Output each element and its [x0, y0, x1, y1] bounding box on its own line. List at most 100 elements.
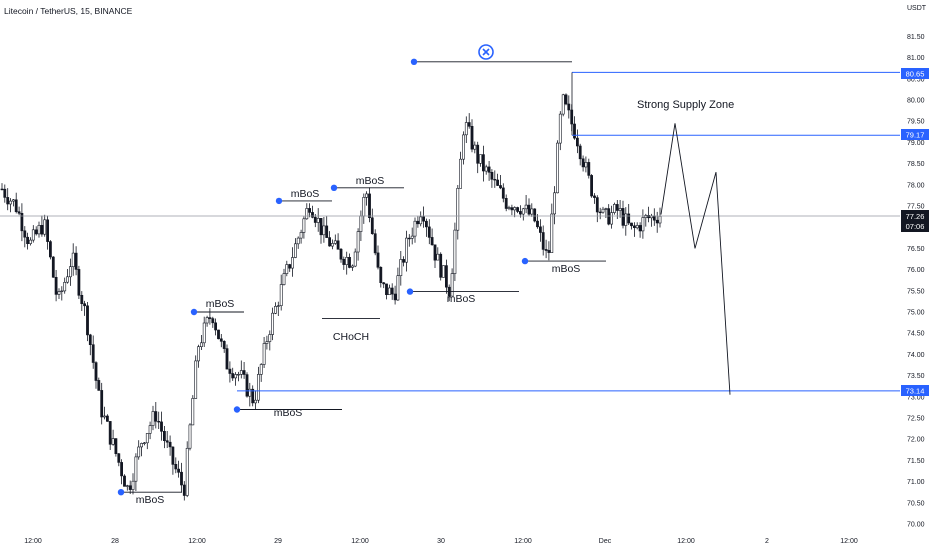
candle-body [550, 213, 554, 254]
candle-body [473, 144, 477, 150]
y-tick-label: 79.50 [907, 119, 925, 126]
candle-body [165, 440, 169, 443]
mbos-marker[interactable] [275, 197, 283, 205]
y-tick-label: 77.50 [907, 204, 925, 211]
candle-body [137, 446, 141, 458]
candle-body [31, 229, 35, 241]
candle-body [345, 256, 349, 265]
mbos-label: mBoS [552, 263, 581, 275]
candle-body [481, 154, 485, 172]
candle-body [561, 94, 565, 115]
candle-body [322, 225, 326, 236]
candle-body [20, 213, 24, 232]
price-label-level-mid-text: 79.17 [906, 131, 925, 140]
x-tick-label: 12:00 [677, 538, 695, 545]
projection-line[interactable] [660, 123, 731, 395]
y-tick-label: 71.50 [907, 458, 925, 465]
mbos-marker[interactable] [190, 308, 198, 316]
candle-body [66, 276, 69, 283]
candle-body [368, 193, 371, 218]
candle-body [134, 456, 138, 482]
candle-body [427, 226, 431, 238]
candle-body [564, 94, 568, 105]
candle-body [536, 220, 539, 228]
candle-body [464, 122, 468, 136]
y-tick-label: 80.00 [907, 98, 925, 105]
candle-body [291, 257, 294, 269]
candle-body [74, 252, 78, 270]
candle-body [262, 343, 266, 365]
mbos-marker[interactable] [521, 257, 529, 265]
y-tick-label: 72.50 [907, 416, 925, 423]
mbos-marker[interactable] [330, 184, 338, 191]
candle-body [282, 273, 286, 285]
invalidation-marker[interactable] [410, 58, 418, 65]
candle-body [399, 259, 403, 276]
candle-body [547, 250, 551, 253]
candle-body [516, 207, 520, 212]
candle-body [302, 218, 306, 233]
candle-body [493, 179, 497, 181]
candle-body [462, 134, 465, 160]
candle-body [632, 225, 636, 229]
x-circle-icon[interactable] [478, 44, 494, 60]
candle-body [114, 438, 118, 455]
mbos-marker[interactable] [233, 406, 241, 413]
candle-body [191, 398, 195, 426]
candle-body [125, 485, 129, 487]
y-tick-label: 73.50 [907, 373, 925, 380]
candle-body [487, 166, 491, 173]
candle-body [251, 388, 255, 404]
candle-body [385, 283, 388, 295]
candle-body [160, 421, 163, 432]
candle-body [48, 241, 52, 258]
candle-body [279, 284, 283, 307]
candle-body [538, 226, 542, 233]
candle-body [131, 480, 135, 490]
x-tick-label: 28 [111, 538, 119, 545]
candle-body [575, 137, 579, 147]
candle-body [214, 322, 218, 331]
candle-body [94, 362, 98, 381]
candle-body [86, 305, 89, 336]
candle-body [424, 220, 428, 228]
currency-label: USDT [907, 5, 927, 12]
candle-body [103, 415, 106, 418]
candle-body [336, 240, 340, 250]
candle-body [46, 219, 50, 242]
x-tick-label: 12:00 [840, 538, 858, 545]
candle-body [644, 215, 648, 218]
time-axis[interactable]: 12:00 28 12:00 29 12:00 30 12:00 Dec 12:00 2 12:00 [24, 538, 858, 545]
x-tick-label: 30 [437, 538, 445, 545]
candle-body [274, 305, 277, 314]
candle-body [436, 253, 440, 261]
candle-body [553, 192, 557, 215]
candle-body [590, 175, 594, 197]
candle-body [362, 197, 366, 217]
mbos-label: mBoS [206, 298, 235, 310]
candle-body [34, 229, 38, 235]
supply-zone-label: Strong Supply Zone [637, 99, 734, 111]
candle-body [0, 188, 4, 191]
y-tick-label: 70.50 [907, 500, 925, 507]
candle-body [456, 188, 460, 231]
price-axis[interactable]: 81.50 81.00 80.50 80.00 79.50 79.00 78.50 78.00… [907, 34, 925, 529]
candle-body [647, 215, 651, 219]
y-tick-label: 78.50 [907, 161, 925, 168]
y-tick-label: 75.50 [907, 288, 925, 295]
candle-body [652, 215, 656, 221]
candle-body [43, 219, 47, 235]
mbos-marker[interactable] [406, 288, 414, 295]
y-tick-label: 81.00 [907, 55, 925, 62]
candle-body [211, 318, 215, 324]
candle-body [604, 208, 608, 210]
candle-body [422, 216, 426, 222]
candle-body [601, 208, 605, 213]
candle-body [6, 197, 10, 205]
candle-body [479, 154, 482, 164]
level-lines [237, 71, 900, 392]
mbos-marker[interactable] [117, 489, 125, 496]
candle-body [544, 249, 548, 251]
y-tick-label: 76.50 [907, 246, 925, 253]
